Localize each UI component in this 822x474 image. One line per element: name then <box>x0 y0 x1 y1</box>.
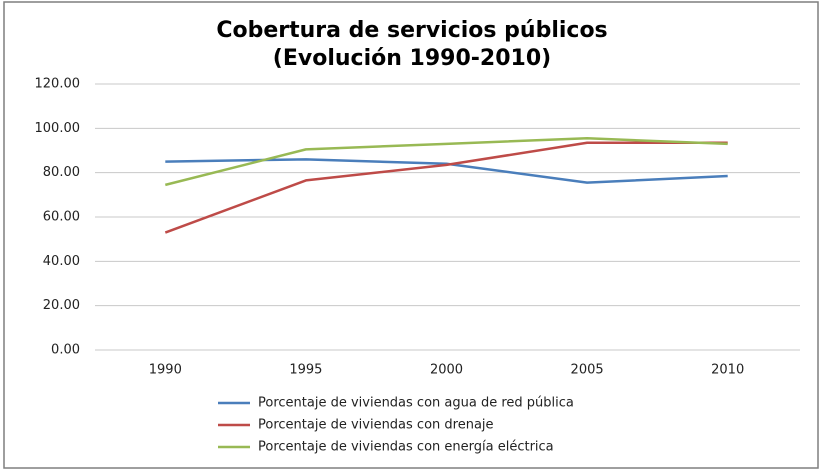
chart-title: Cobertura de servicios públicos <box>216 18 607 43</box>
y-tick-label: 100.00 <box>35 121 81 136</box>
x-tick-label: 1995 <box>289 363 322 378</box>
x-tick-label: 2005 <box>571 363 604 378</box>
chart-title: (Evolución 1990-2010) <box>273 46 551 71</box>
x-tick-label: 2010 <box>711 363 744 378</box>
y-tick-label: 40.00 <box>43 254 80 269</box>
x-tick-label: 2000 <box>430 363 463 378</box>
x-tick-label: 1990 <box>149 363 182 378</box>
legend-label: Porcentaje de viviendas con agua de red … <box>258 396 574 411</box>
y-tick-label: 0.00 <box>51 343 80 358</box>
chart-frame <box>3 1 819 469</box>
series-line <box>164 137 728 187</box>
y-tick-label: 120.00 <box>35 77 81 92</box>
y-tick-label: 80.00 <box>43 165 80 180</box>
legend-label: Porcentaje de viviendas con drenaje <box>258 418 494 433</box>
series-line <box>164 141 728 234</box>
legend-label: Porcentaje de viviendas con energía eléc… <box>258 440 554 455</box>
y-tick-label: 60.00 <box>43 210 80 225</box>
y-tick-label: 20.00 <box>43 298 80 313</box>
